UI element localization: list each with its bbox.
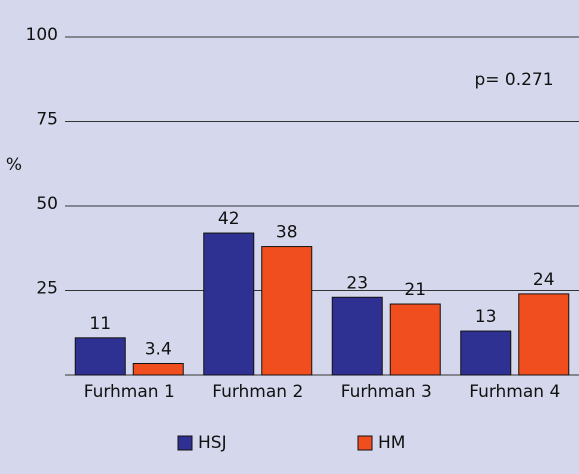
data-label: 11 (89, 314, 111, 334)
bar (460, 330, 512, 376)
x-tick-label: Furhman 3 (341, 382, 432, 402)
y-axis-label: % (6, 155, 22, 175)
x-tick-label: Furhman 1 (84, 382, 175, 402)
bar (518, 293, 570, 376)
bar (132, 363, 184, 376)
x-tick-label: Furhman 4 (469, 382, 560, 402)
bar (389, 303, 441, 376)
legend-swatch (357, 435, 373, 451)
data-label: 38 (276, 223, 298, 243)
bar (203, 232, 255, 376)
y-tick-label: 100 (26, 25, 58, 45)
annotation: p= 0.271 (474, 70, 553, 90)
bar (331, 296, 383, 376)
legend-label: HSJ (198, 433, 227, 453)
legend-label: HM (378, 433, 405, 453)
legend-swatch (177, 435, 193, 451)
data-label: 13 (475, 307, 497, 327)
data-label: 24 (533, 270, 555, 290)
bar (74, 337, 126, 376)
data-label: 23 (346, 273, 368, 293)
bar (261, 246, 313, 376)
y-tick-label: 25 (36, 279, 58, 299)
y-tick-label: 75 (36, 110, 58, 130)
x-tick-label: Furhman 2 (212, 382, 303, 402)
y-tick-label: 50 (36, 194, 58, 214)
data-label: 42 (218, 209, 240, 229)
data-label: 3.4 (145, 340, 172, 360)
data-label: 21 (404, 280, 426, 300)
